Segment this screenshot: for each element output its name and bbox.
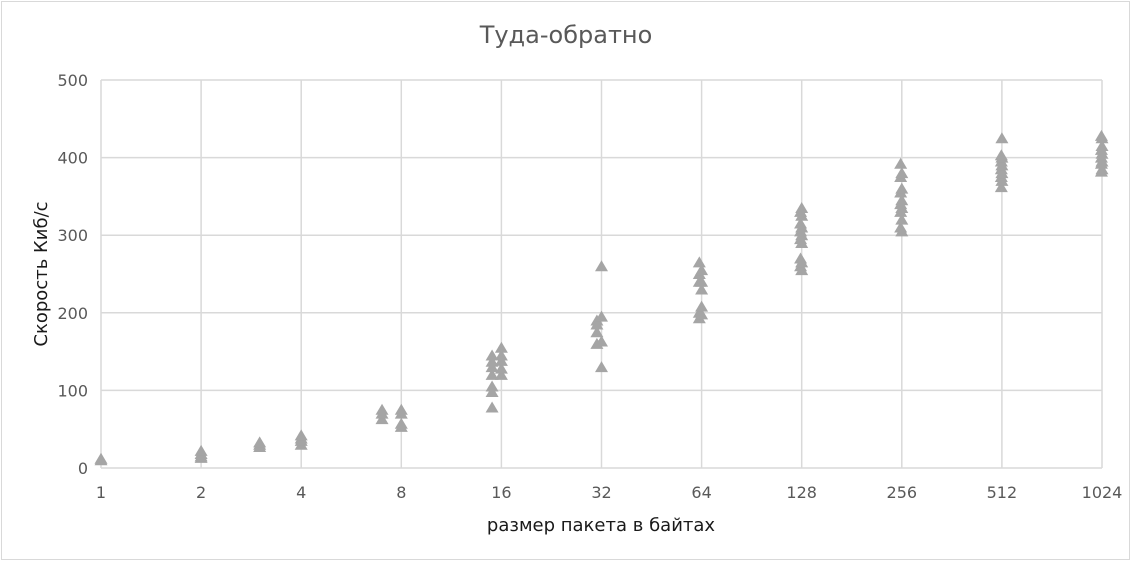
y-tick-label: 100: [57, 381, 88, 400]
data-point: [995, 132, 1009, 144]
data-point: [595, 361, 608, 373]
data-point: [895, 167, 909, 179]
data-point: [795, 256, 809, 268]
data-point: [995, 151, 1009, 163]
x-axis-title: размер пакета в байтах: [487, 515, 715, 536]
y-tick-label: 400: [57, 149, 88, 168]
data-point: [494, 341, 508, 353]
data-point: [895, 182, 909, 194]
x-tick-label: 16: [491, 483, 511, 502]
x-tick-label: 1024: [1082, 483, 1123, 502]
data-point: [1095, 163, 1109, 175]
data-point: [795, 229, 809, 241]
data-point: [485, 368, 499, 380]
chart-title: Туда-обратно: [479, 21, 653, 49]
data-point: [795, 209, 809, 221]
data-point: [485, 355, 499, 367]
data-points: [94, 129, 1109, 466]
data-point: [995, 159, 1009, 171]
x-tick-label: 64: [691, 483, 711, 502]
data-point: [695, 300, 709, 312]
y-tick-label: 500: [57, 71, 88, 90]
y-axis-ticks: 0 100 200 300 400 500: [57, 71, 88, 478]
data-point: [1095, 132, 1109, 144]
x-tick-label: 4: [296, 483, 306, 502]
data-point: [494, 368, 508, 380]
data-point: [795, 221, 809, 233]
data-point: [894, 157, 908, 169]
data-point: [995, 174, 1009, 186]
data-point: [695, 275, 709, 287]
data-point: [494, 349, 508, 361]
data-point: [994, 181, 1008, 193]
data-point: [595, 310, 608, 322]
data-point: [692, 256, 706, 268]
y-tick-label: 200: [57, 304, 88, 323]
data-point: [590, 326, 604, 338]
data-point: [294, 429, 308, 441]
data-point: [795, 202, 809, 214]
y-tick-label: 0: [78, 459, 88, 478]
data-point: [595, 335, 608, 347]
y-axis-title: Скорость Киб/с: [31, 201, 52, 346]
data-point: [995, 167, 1009, 179]
data-point: [1095, 139, 1109, 151]
data-point: [394, 403, 408, 415]
x-tick-label: 32: [591, 483, 611, 502]
x-tick-label: 128: [786, 483, 817, 502]
data-point: [695, 308, 709, 320]
data-point: [194, 444, 208, 456]
data-point: [795, 264, 809, 276]
data-point: [253, 436, 267, 448]
y-tick-label: 300: [57, 226, 88, 245]
data-point: [595, 260, 608, 272]
data-point: [895, 194, 909, 206]
data-point: [795, 236, 809, 248]
data-point: [485, 401, 499, 413]
x-tick-label: 256: [887, 483, 918, 502]
x-tick-label: 2: [196, 483, 206, 502]
data-point: [895, 202, 909, 214]
gridlines: [100, 79, 1103, 469]
data-point: [485, 380, 499, 392]
data-point: [895, 213, 909, 225]
data-point: [695, 283, 709, 295]
data-point: [375, 403, 389, 415]
x-tick-label: 1: [96, 483, 106, 502]
data-point: [494, 362, 508, 374]
data-point: [1095, 147, 1109, 159]
x-tick-label: 8: [396, 483, 406, 502]
data-point: [94, 452, 108, 464]
x-tick-label: 512: [987, 483, 1018, 502]
data-point: [895, 225, 909, 237]
data-point: [485, 349, 499, 361]
data-point: [1095, 155, 1109, 167]
data-point: [695, 264, 709, 276]
x-axis-ticks: 1 2 4 8 16 32 64 128 256 512 1024: [96, 483, 1122, 502]
data-point: [394, 417, 408, 429]
